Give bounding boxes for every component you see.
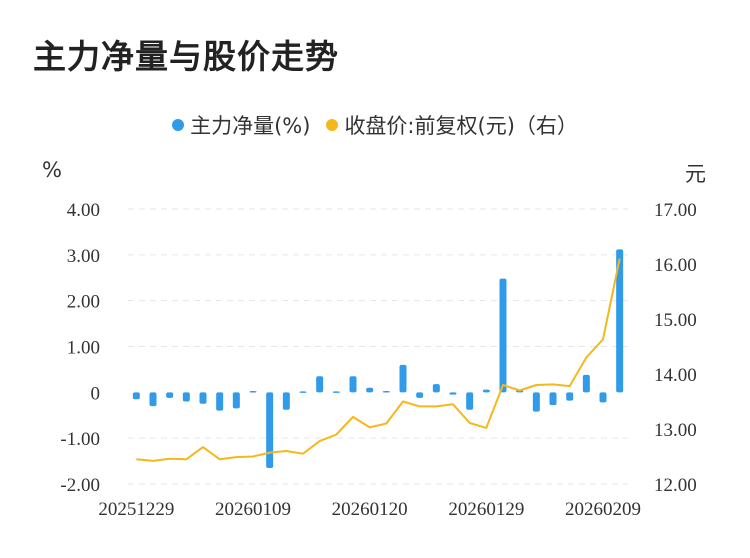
net-volume-bar: [399, 364, 407, 393]
left-axis-tick-label: -1.00: [60, 429, 100, 450]
right-axis-tick-label: 12.00: [654, 475, 697, 496]
net-volume-bar: [599, 392, 607, 403]
net-volume-bar: [532, 392, 540, 412]
legend-label-net-volume: 主力净量(%): [190, 114, 311, 138]
net-volume-bar: [616, 249, 624, 393]
net-volume-bar: [199, 392, 207, 404]
net-volume-bar: [582, 374, 590, 393]
right-axis-tick-label: 14.00: [654, 365, 697, 386]
net-volume-bar: [266, 392, 274, 468]
net-volume-bar: [316, 376, 324, 393]
legend-dot-close-price-icon: [326, 119, 339, 131]
right-axis-tick-label: 17.00: [654, 200, 697, 221]
left-axis-tick-label: -2.00: [60, 475, 100, 496]
net-volume-bar: [499, 278, 507, 393]
legend-item-close-price[interactable]: 收盘价:前复权(元)（右）: [326, 110, 578, 140]
net-volume-bar: [349, 376, 357, 393]
net-volume-bar: [482, 389, 490, 393]
left-axis-unit: %: [42, 158, 62, 182]
net-volume-bar: [432, 384, 440, 393]
net-volume-bar: [466, 392, 474, 410]
net-volume-bar: [249, 390, 257, 393]
right-axis-tick-label: 13.00: [654, 420, 697, 441]
net-volume-bar: [149, 392, 157, 407]
right-axis-unit: 元: [685, 162, 706, 186]
legend-item-net-volume[interactable]: 主力净量(%): [172, 110, 310, 140]
net-volume-bar: [166, 392, 174, 398]
net-volume-bar: [332, 391, 340, 393]
close-price-line: [136, 258, 621, 462]
net-volume-bar: [232, 392, 240, 409]
net-volume-bar: [299, 391, 307, 393]
left-axis-tick-label: 0: [91, 383, 101, 404]
left-axis-tick-label: 3.00: [67, 246, 100, 267]
chart-legend: 主力净量(%) 收盘价:前复权(元)（右）: [0, 110, 750, 140]
net-volume-bar: [282, 392, 290, 410]
net-volume-bar: [366, 387, 374, 393]
left-axis-tick-label: 2.00: [67, 292, 100, 313]
net-volume-bar: [132, 392, 140, 400]
x-axis-tick-label: 20260120: [332, 499, 408, 520]
x-axis-tick-label: 20260129: [448, 499, 524, 520]
net-volume-bar: [549, 392, 557, 406]
left-axis-tick-label: 4.00: [67, 200, 100, 221]
legend-dot-net-volume-icon: [172, 119, 185, 131]
x-axis-tick-label: 20260209: [565, 499, 641, 520]
net-volume-bar: [416, 392, 424, 398]
chart-title: 主力净量与股价走势: [33, 37, 339, 76]
x-axis-tick-label: 20251229: [98, 499, 174, 520]
net-volume-bar: [182, 392, 190, 402]
net-volume-bar: [449, 392, 457, 395]
x-axis-tick-label: 20260109: [215, 499, 291, 520]
left-axis-tick-label: 1.00: [67, 338, 100, 359]
net-volume-bar: [566, 392, 574, 401]
right-axis-tick-label: 16.00: [654, 255, 697, 276]
net-volume-bar: [216, 392, 224, 411]
right-axis-tick-label: 15.00: [654, 310, 697, 331]
net-volume-bar: [382, 390, 390, 393]
legend-label-close-price: 收盘价:前复权(元)（右）: [344, 114, 578, 138]
